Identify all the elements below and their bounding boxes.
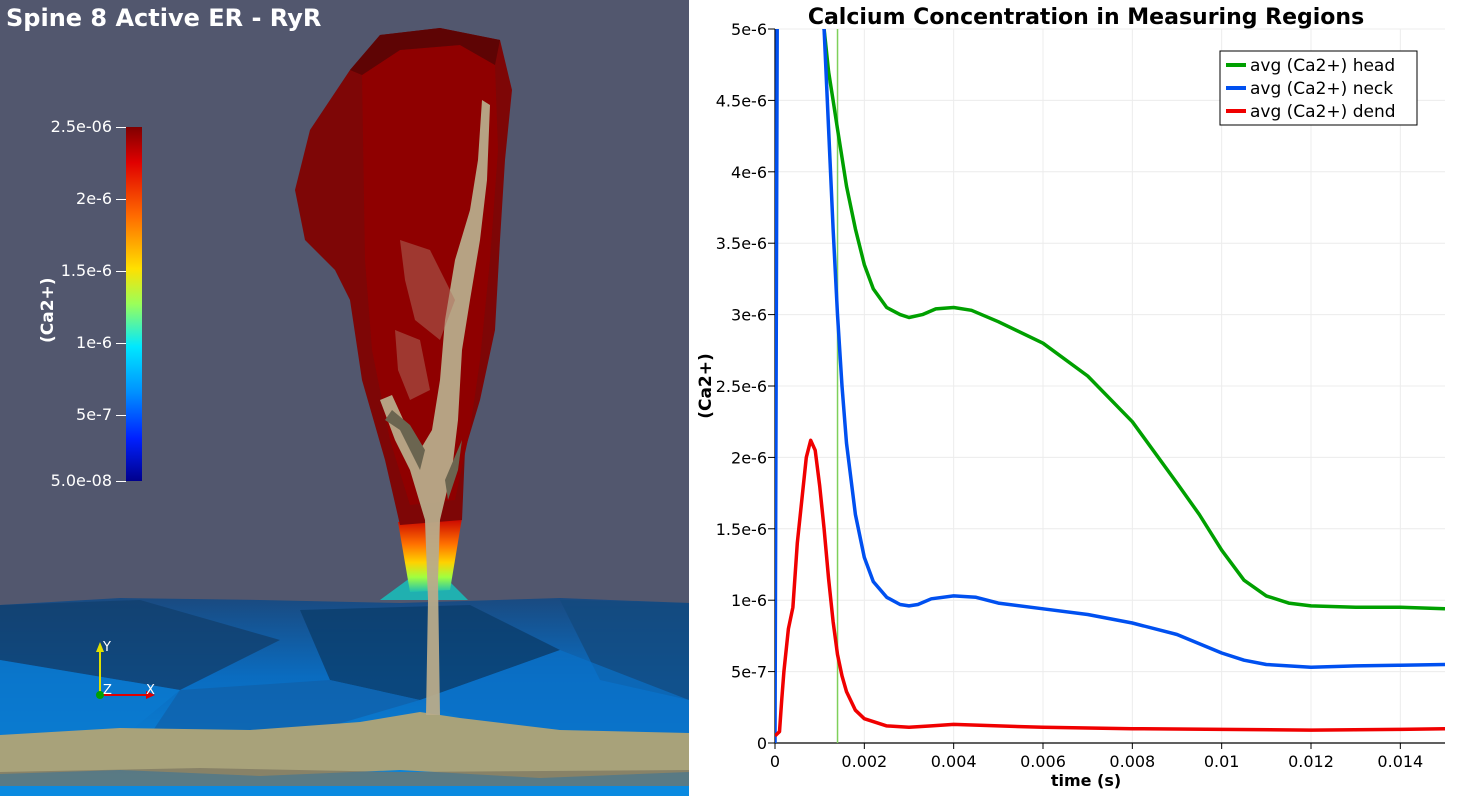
legend-label-head: avg (Ca2+) head bbox=[1250, 56, 1395, 76]
axes bbox=[768, 28, 1445, 749]
line-chart-view[interactable]: Calcium Concentration in Measuring Regio… bbox=[689, 0, 1465, 796]
mesh-render bbox=[0, 28, 689, 796]
axis-label-y: Y bbox=[103, 640, 111, 655]
x-tick-label: 0.004 bbox=[931, 752, 977, 771]
legend: avg (Ca2+) head avg (Ca2+) neck avg (Ca2+)… bbox=[1219, 50, 1418, 126]
colorbar bbox=[126, 127, 142, 481]
grid bbox=[774, 28, 1445, 744]
y-tick-label: 4.5e-6 bbox=[716, 91, 767, 110]
scene-title: Spine 8 Active ER - RyR bbox=[6, 4, 322, 32]
y-tick-label: 1e-6 bbox=[731, 591, 767, 610]
tick-labels: 0 5e-7 1e-6 1.5e-6 2e-6 2.5e-6 3e-6 3.5e-6 4e-6 4… bbox=[716, 20, 1423, 771]
x-tick-label: 0.006 bbox=[1020, 752, 1066, 771]
y-tick-label: 2.5e-6 bbox=[716, 377, 767, 396]
y-tick-label: 3.5e-6 bbox=[716, 234, 767, 253]
x-tick-label: 0.01 bbox=[1204, 752, 1240, 771]
x-tick-label: 0.008 bbox=[1109, 752, 1155, 771]
legend-box bbox=[1219, 50, 1418, 126]
orientation-axes bbox=[96, 642, 155, 699]
x-tick-label: 0.002 bbox=[841, 752, 887, 771]
legend-label-dend: avg (Ca2+) dend bbox=[1250, 102, 1396, 122]
y-axis-title: (Ca2+) bbox=[696, 353, 716, 419]
y-tick-label: 0 bbox=[757, 734, 767, 753]
z-axis-dot bbox=[96, 691, 104, 699]
series-lines bbox=[775, 29, 1445, 743]
colorbar-label: 5e-7 bbox=[76, 405, 112, 424]
x-tick-label: 0.012 bbox=[1288, 752, 1334, 771]
y-tick-label: 4e-6 bbox=[731, 163, 767, 182]
x-tick-label: 0.014 bbox=[1377, 752, 1423, 771]
y-tick-label: 2e-6 bbox=[731, 448, 767, 467]
y-tick-label: 5e-7 bbox=[731, 663, 767, 682]
chart-title: Calcium Concentration in Measuring Regio… bbox=[808, 5, 1364, 30]
render-view[interactable]: Spine 8 Active ER - RyR 2.5e-06 2e-6 1.5… bbox=[0, 0, 689, 796]
colorbar-label: 1e-6 bbox=[76, 333, 112, 352]
y-tick-label: 5e-6 bbox=[731, 20, 767, 39]
axis-label-z: Z bbox=[103, 683, 112, 698]
colorbar-label-max: 2.5e-06 bbox=[50, 117, 112, 136]
line-chart: Calcium Concentration in Measuring Regio… bbox=[696, 5, 1445, 790]
series-line-dend bbox=[775, 438, 1445, 738]
x-tick-label: 0 bbox=[770, 752, 780, 771]
series-line-neck bbox=[775, 29, 1445, 743]
y-tick-label: 1.5e-6 bbox=[716, 520, 767, 539]
colorbar-label: 2e-6 bbox=[76, 189, 112, 208]
x-axis-title: time (s) bbox=[1051, 771, 1121, 790]
colorbar-label: 1.5e-6 bbox=[60, 261, 112, 280]
legend-label-neck: avg (Ca2+) neck bbox=[1250, 79, 1393, 99]
y-tick-label: 3e-6 bbox=[731, 306, 767, 325]
colorbar-label-min: 5.0e-08 bbox=[50, 471, 112, 490]
series-line-head bbox=[822, 29, 1445, 611]
axis-label-x: X bbox=[146, 683, 155, 698]
